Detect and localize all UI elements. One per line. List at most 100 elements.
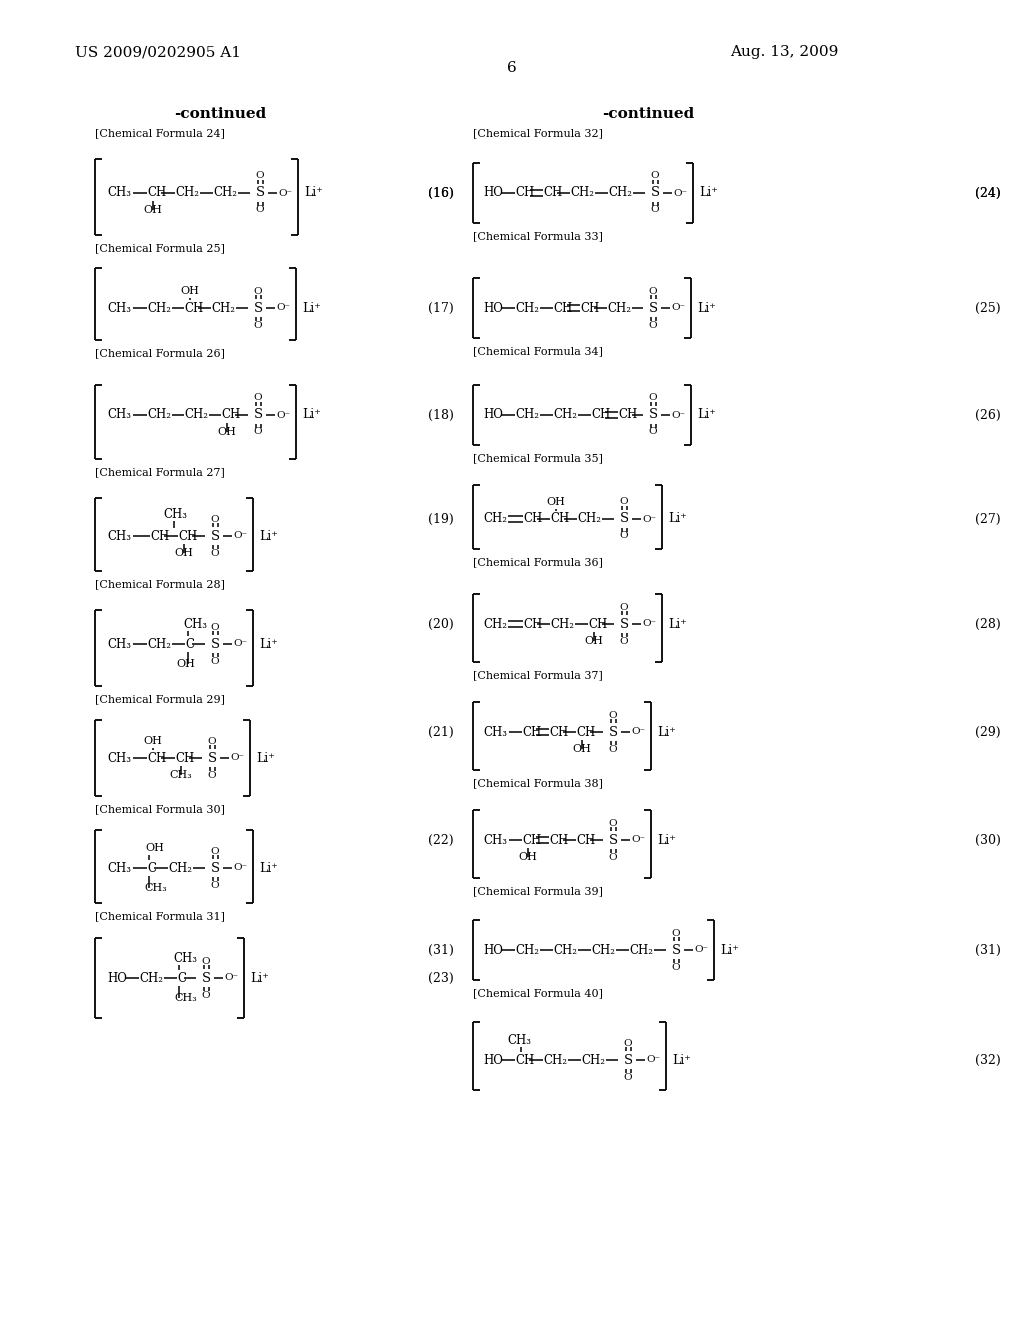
Text: OH: OH (174, 548, 194, 558)
Text: CH₂: CH₂ (515, 301, 539, 314)
Text: CH: CH (522, 833, 542, 846)
Text: O: O (608, 744, 617, 754)
Text: CH₂: CH₂ (553, 944, 577, 957)
Text: Li⁺: Li⁺ (302, 408, 321, 421)
Text: S: S (211, 638, 219, 651)
Text: S: S (211, 862, 219, 874)
Text: S: S (650, 186, 659, 199)
Text: HO: HO (483, 408, 503, 421)
Text: CH: CH (591, 408, 610, 421)
Text: O: O (620, 636, 629, 645)
Text: [Chemical Formula 25]: [Chemical Formula 25] (95, 243, 225, 253)
Text: OH: OH (143, 737, 163, 746)
Text: [Chemical Formula 31]: [Chemical Formula 31] (95, 911, 225, 921)
Text: O⁻: O⁻ (642, 619, 656, 628)
Text: CH₂: CH₂ (550, 618, 574, 631)
Text: HO: HO (483, 186, 503, 199)
Text: O: O (211, 549, 219, 557)
Text: S: S (620, 512, 629, 525)
Text: CH₂: CH₂ (608, 186, 632, 199)
Text: S: S (608, 726, 617, 738)
Text: CH: CH (515, 1053, 535, 1067)
Text: CH₂: CH₂ (483, 618, 507, 631)
Text: CH: CH (575, 726, 595, 738)
Text: OH: OH (145, 843, 164, 853)
Text: CH₂: CH₂ (175, 186, 199, 199)
Text: CH₃: CH₃ (144, 883, 167, 894)
Text: CH₂: CH₂ (543, 1053, 567, 1067)
Text: O: O (211, 880, 219, 890)
Text: CH₂: CH₂ (147, 301, 171, 314)
Text: Li⁺: Li⁺ (697, 301, 716, 314)
Text: O: O (650, 172, 659, 181)
Text: [Chemical Formula 35]: [Chemical Formula 35] (473, 453, 603, 463)
Text: O: O (648, 428, 657, 437)
Text: CH₂: CH₂ (483, 512, 507, 525)
Text: [Chemical Formula 39]: [Chemical Formula 39] (473, 886, 603, 896)
Text: O: O (608, 853, 617, 862)
Text: O⁻: O⁻ (671, 411, 685, 420)
Text: Li⁺: Li⁺ (668, 618, 687, 631)
Text: O: O (620, 532, 629, 540)
Text: Li⁺: Li⁺ (259, 638, 278, 651)
Text: CH₂: CH₂ (577, 512, 601, 525)
Text: O: O (624, 1039, 632, 1048)
Text: (24): (24) (975, 186, 1000, 199)
Text: Aug. 13, 2009: Aug. 13, 2009 (730, 45, 839, 59)
Text: S: S (608, 833, 617, 846)
Text: OH: OH (143, 205, 163, 215)
Text: S: S (253, 408, 262, 421)
Text: CH₂: CH₂ (570, 186, 594, 199)
Text: O: O (254, 428, 262, 437)
Text: S: S (648, 408, 657, 421)
Text: CH: CH (184, 301, 203, 314)
Text: Li⁺: Li⁺ (304, 186, 323, 199)
Text: CH₃: CH₃ (183, 618, 207, 631)
Text: (25): (25) (975, 301, 1000, 314)
Text: [Chemical Formula 24]: [Chemical Formula 24] (95, 128, 225, 139)
Text: Li⁺: Li⁺ (668, 512, 687, 525)
Text: [Chemical Formula 37]: [Chemical Formula 37] (473, 671, 603, 680)
Text: CH: CH (147, 751, 166, 764)
Text: (18): (18) (428, 408, 454, 421)
Text: (19): (19) (428, 512, 454, 525)
Text: CH: CH (549, 726, 568, 738)
Text: OH: OH (547, 498, 565, 507)
Text: O: O (256, 206, 264, 214)
Text: Li⁺: Li⁺ (720, 944, 739, 957)
Text: [Chemical Formula 27]: [Chemical Formula 27] (95, 467, 225, 477)
Text: Li⁺: Li⁺ (657, 833, 676, 846)
Text: [Chemical Formula 29]: [Chemical Formula 29] (95, 694, 225, 704)
Text: (21): (21) (428, 726, 454, 738)
Text: CH: CH (523, 512, 543, 525)
Text: S: S (620, 618, 629, 631)
Text: OH: OH (572, 744, 592, 754)
Text: O: O (211, 846, 219, 855)
Text: HO: HO (483, 1053, 503, 1067)
Text: CH₂: CH₂ (607, 301, 631, 314)
Text: O: O (620, 602, 629, 611)
Text: (16): (16) (428, 186, 454, 199)
Text: HO: HO (483, 944, 503, 957)
Text: OH: OH (585, 636, 603, 645)
Text: [Chemical Formula 32]: [Chemical Formula 32] (473, 128, 603, 139)
Text: O: O (211, 515, 219, 524)
Text: OH: OH (217, 426, 237, 437)
Text: O: O (648, 321, 657, 330)
Text: CH₃: CH₃ (106, 751, 131, 764)
Text: (16): (16) (428, 186, 454, 199)
Text: Li⁺: Li⁺ (699, 186, 718, 199)
Text: HO: HO (483, 301, 503, 314)
Text: O: O (208, 737, 216, 746)
Text: O⁻: O⁻ (276, 411, 290, 420)
Text: O: O (254, 393, 262, 403)
Text: [Chemical Formula 33]: [Chemical Formula 33] (473, 231, 603, 242)
Text: CH₂: CH₂ (168, 862, 193, 874)
Text: O⁻: O⁻ (230, 754, 244, 763)
Text: S: S (208, 751, 216, 764)
Text: CH₂: CH₂ (591, 944, 615, 957)
Text: CH₃: CH₃ (106, 638, 131, 651)
Text: O⁻: O⁻ (642, 515, 656, 524)
Text: CH: CH (147, 186, 166, 199)
Text: CH₃: CH₃ (106, 408, 131, 421)
